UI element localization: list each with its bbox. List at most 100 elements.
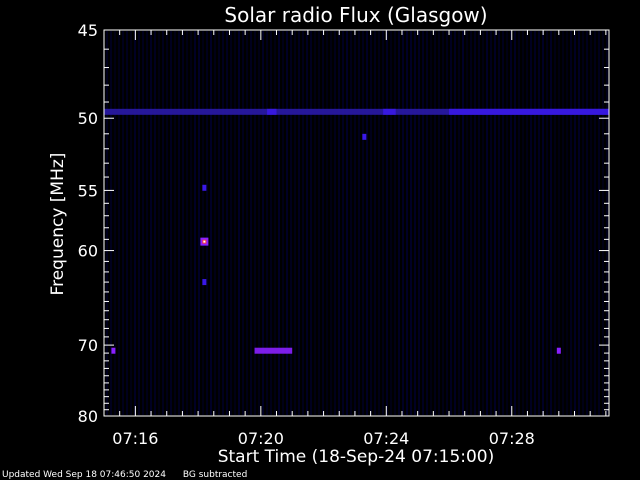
background-striation xyxy=(402,31,404,415)
background-striation xyxy=(542,31,544,415)
background-striation xyxy=(290,31,292,415)
background-striation xyxy=(458,31,460,415)
background-striation xyxy=(486,31,488,415)
axis-ticks: 07:16 07:20 07:24 07:28 45 50 55 60 70 80 xyxy=(78,21,609,448)
background-striation xyxy=(178,31,180,415)
y-tick-label: 50 xyxy=(78,109,98,128)
background-striation xyxy=(218,31,220,415)
background-striation xyxy=(386,31,388,415)
background-striation xyxy=(378,31,380,415)
emission-features xyxy=(104,108,609,354)
background-striation xyxy=(114,31,116,415)
background-striation xyxy=(414,31,416,415)
y-tick-label: 80 xyxy=(78,407,98,426)
background-striation xyxy=(262,31,264,415)
emission-band xyxy=(267,108,277,115)
background-striation xyxy=(606,31,608,415)
emission-spot xyxy=(111,347,116,354)
background-striation xyxy=(134,31,136,415)
background-striation xyxy=(310,31,312,415)
background-striation xyxy=(154,31,156,415)
background-striation xyxy=(574,31,576,415)
background-striation xyxy=(498,31,500,415)
background-striation xyxy=(502,31,504,415)
background-striation xyxy=(390,31,392,415)
background-striation xyxy=(494,31,496,415)
background-striation xyxy=(142,31,144,415)
background-striation xyxy=(306,31,308,415)
background-striation xyxy=(442,31,444,415)
background-striation xyxy=(298,31,300,415)
background-note: BG subtracted xyxy=(182,470,248,480)
background-striation xyxy=(246,31,248,415)
background-striation xyxy=(430,31,432,415)
background-striation xyxy=(322,31,324,415)
background-striation xyxy=(434,31,436,415)
background-striation xyxy=(374,31,376,415)
x-axis-label: Start Time (18-Sep-24 07:15:00) xyxy=(218,447,495,467)
background-striation xyxy=(266,31,268,415)
y-tick-label: 55 xyxy=(78,181,98,200)
background-striation xyxy=(398,31,400,415)
x-tick-label: 07:28 xyxy=(489,429,535,448)
background-striation xyxy=(278,31,280,415)
background-striation xyxy=(302,31,304,415)
background-striation xyxy=(382,31,384,415)
background-striation xyxy=(578,31,580,415)
background-striation xyxy=(538,31,540,415)
background-striation xyxy=(274,31,276,415)
background-striation xyxy=(506,31,508,415)
emission-band xyxy=(449,108,609,115)
background-striation xyxy=(238,31,240,415)
background-striation xyxy=(422,31,424,415)
background-striation xyxy=(258,31,260,415)
emission-spot xyxy=(362,133,367,140)
background-striation xyxy=(426,31,428,415)
background-striation xyxy=(186,31,188,415)
background-striation xyxy=(354,31,356,415)
background-striation xyxy=(362,31,364,415)
background-striation xyxy=(202,31,204,415)
background-striation xyxy=(170,31,172,415)
background-striation xyxy=(394,31,396,415)
background-striation xyxy=(530,31,532,415)
background-striation xyxy=(150,31,152,415)
background-striation xyxy=(570,31,572,415)
background-striation xyxy=(130,31,132,415)
background-striation xyxy=(214,31,216,415)
background-striation xyxy=(286,31,288,415)
background-striation xyxy=(522,31,524,415)
background-striation xyxy=(342,31,344,415)
background-striation xyxy=(518,31,520,415)
background-striation xyxy=(234,31,236,415)
chart-title: Solar radio Flux (Glasgow) xyxy=(224,3,487,27)
background-striation xyxy=(462,31,464,415)
background-striation xyxy=(562,31,564,415)
background-striation xyxy=(482,31,484,415)
background-striation xyxy=(294,31,296,415)
background-striation xyxy=(110,31,112,415)
background-striation xyxy=(554,31,556,415)
emission-spot xyxy=(202,184,207,191)
y-tick-label: 70 xyxy=(78,336,98,355)
background-striation xyxy=(314,31,316,415)
background-striation xyxy=(198,31,200,415)
background-striation xyxy=(242,31,244,415)
background-striation xyxy=(490,31,492,415)
background-striation xyxy=(478,31,480,415)
background-striation xyxy=(418,31,420,415)
y-tick-label: 60 xyxy=(78,242,98,261)
background-striation xyxy=(586,31,588,415)
y-tick-label: 45 xyxy=(78,21,98,40)
background-striation xyxy=(318,31,320,415)
background-striation xyxy=(450,31,452,415)
background-striation xyxy=(250,31,252,415)
background-striation xyxy=(138,31,140,415)
plot-frame xyxy=(103,29,610,417)
background-striation xyxy=(366,31,368,415)
background-striation xyxy=(470,31,472,415)
background-striation xyxy=(510,31,512,415)
background-striation xyxy=(158,31,160,415)
background-striation xyxy=(546,31,548,415)
